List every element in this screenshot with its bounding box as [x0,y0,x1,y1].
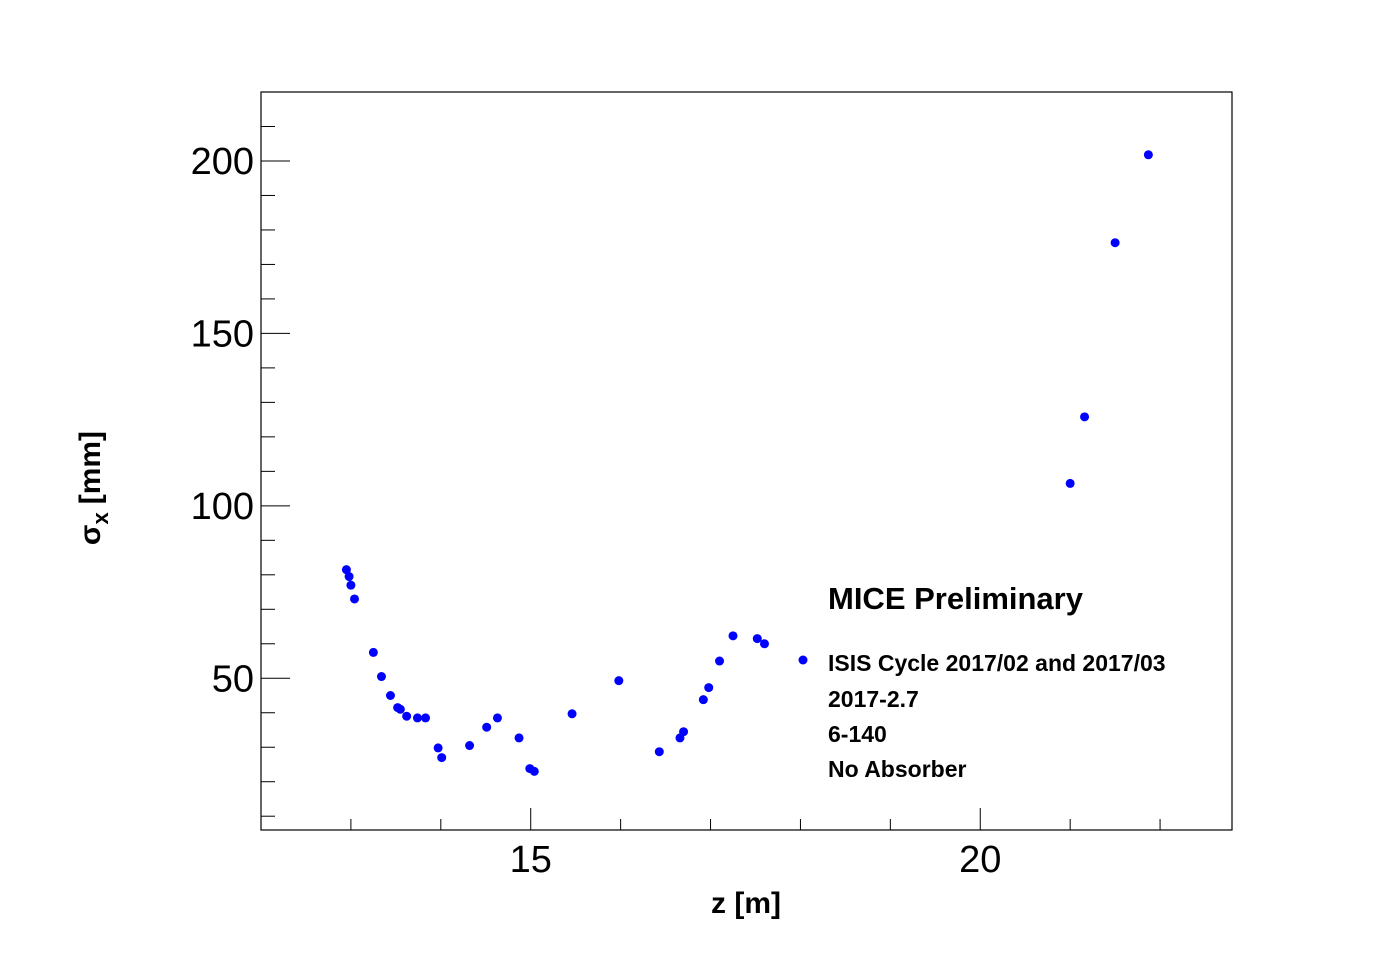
data-point [492,713,502,723]
x-axis-tick-labels: 15 20 [510,839,1002,881]
legend: MICE Preliminary ISIS Cycle 2017/02 and … [798,581,1166,782]
y-axis-title: σx [mm] [74,431,113,545]
plot-frame [260,91,1233,831]
legend-entry-3: 6-140 [828,721,887,747]
data-point [346,580,356,590]
x-tick-label: 15 [510,839,552,881]
data-point [437,753,447,763]
x-axis-ticks [260,808,1161,830]
data-point [412,713,422,723]
data-point [1110,238,1120,248]
data-point [567,709,577,719]
data-point [1080,412,1090,422]
data-point [482,722,492,732]
legend-entry-1: ISIS Cycle 2017/02 and 2017/03 [828,650,1166,676]
data-point [698,695,708,705]
y-tick-label: 150 [191,313,254,355]
data-point [529,766,539,776]
data-point [1143,150,1153,160]
data-point [344,572,354,582]
data-point [728,631,738,641]
data-point [402,711,412,721]
y-axis-title-unit: [mm] [74,431,107,504]
data-point [715,656,725,666]
data-point [421,713,431,723]
data-point [368,647,378,657]
data-point [376,672,386,682]
data-point [704,683,714,693]
data-point [679,727,689,737]
data-point [759,639,769,649]
data-point [654,747,664,757]
data-point [465,741,475,751]
y-axis-title-symbol: σ [74,525,107,546]
y-axis-title-subscript: x [88,512,113,525]
legend-entry-2: 2017-2.7 [828,686,919,712]
data-point [433,743,443,753]
y-tick-label: 200 [191,141,254,183]
legend-marker [798,655,808,665]
data-point [385,691,395,701]
y-axis-ticks [261,91,290,817]
x-tick-label: 20 [959,839,1001,881]
data-point [395,704,405,714]
data-point [1065,478,1075,488]
legend-header: MICE Preliminary [828,581,1084,616]
x-axis-title: z [m] [711,887,781,920]
legend-entry-4: No Absorber [828,756,966,782]
y-tick-label: 100 [191,486,254,528]
y-tick-label: 50 [212,658,254,700]
data-point [514,733,524,743]
y-axis-tick-labels: 50 100 150 200 [191,141,254,700]
data-point [341,565,351,575]
data-point [614,676,624,686]
data-point [350,594,360,604]
data-points [341,150,1153,776]
data-point [752,634,762,644]
